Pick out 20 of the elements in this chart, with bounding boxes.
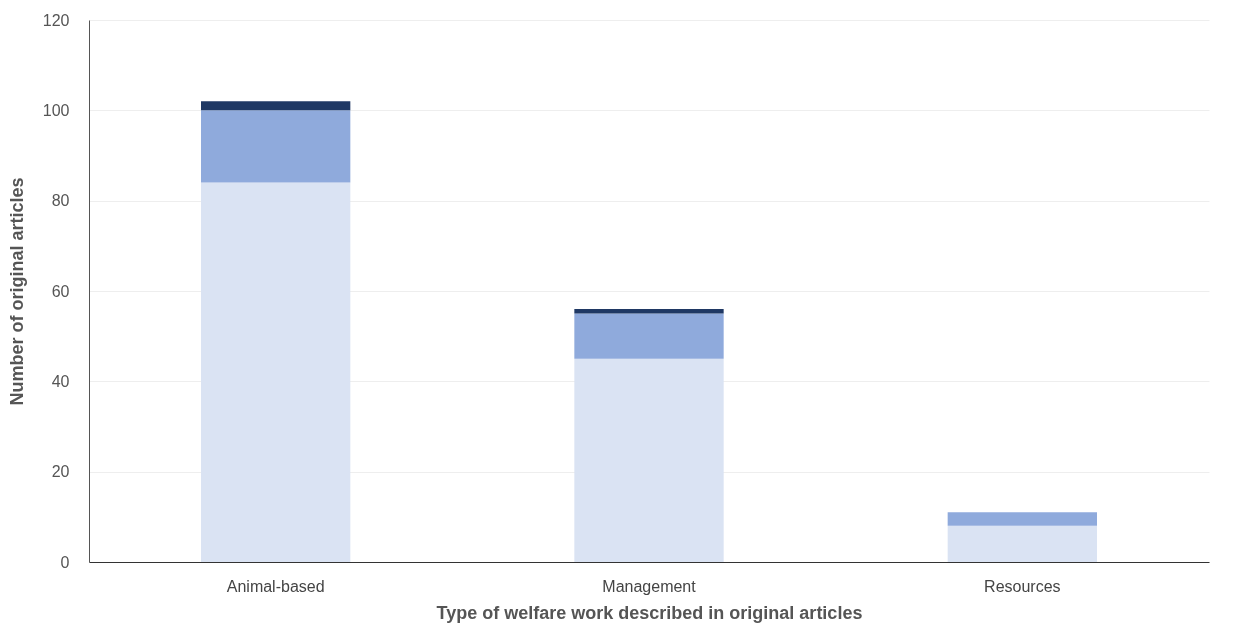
x-tick-label: Animal-based <box>226 577 325 595</box>
x-tick-label: Management <box>602 577 697 595</box>
y-tick-label: 60 <box>51 282 70 300</box>
bar <box>201 110 351 183</box>
bar <box>201 101 351 111</box>
y-tick-label: 40 <box>51 372 70 390</box>
bar <box>947 512 1097 526</box>
x-tick-label: Resources <box>984 577 1061 595</box>
y-axis-title: Number of original articles <box>6 177 27 406</box>
y-tick-label: 0 <box>60 553 70 571</box>
bar <box>574 358 724 562</box>
bar <box>574 309 724 314</box>
bar <box>574 313 724 359</box>
y-tick-label: 20 <box>51 463 70 481</box>
x-axis-title: Type of welfare work described in original articles <box>436 602 863 623</box>
y-tick-label: 100 <box>42 101 70 119</box>
y-tick-label: 120 <box>42 11 70 29</box>
bar <box>201 182 351 562</box>
bar <box>947 525 1097 562</box>
y-tick-label: 80 <box>51 192 70 210</box>
